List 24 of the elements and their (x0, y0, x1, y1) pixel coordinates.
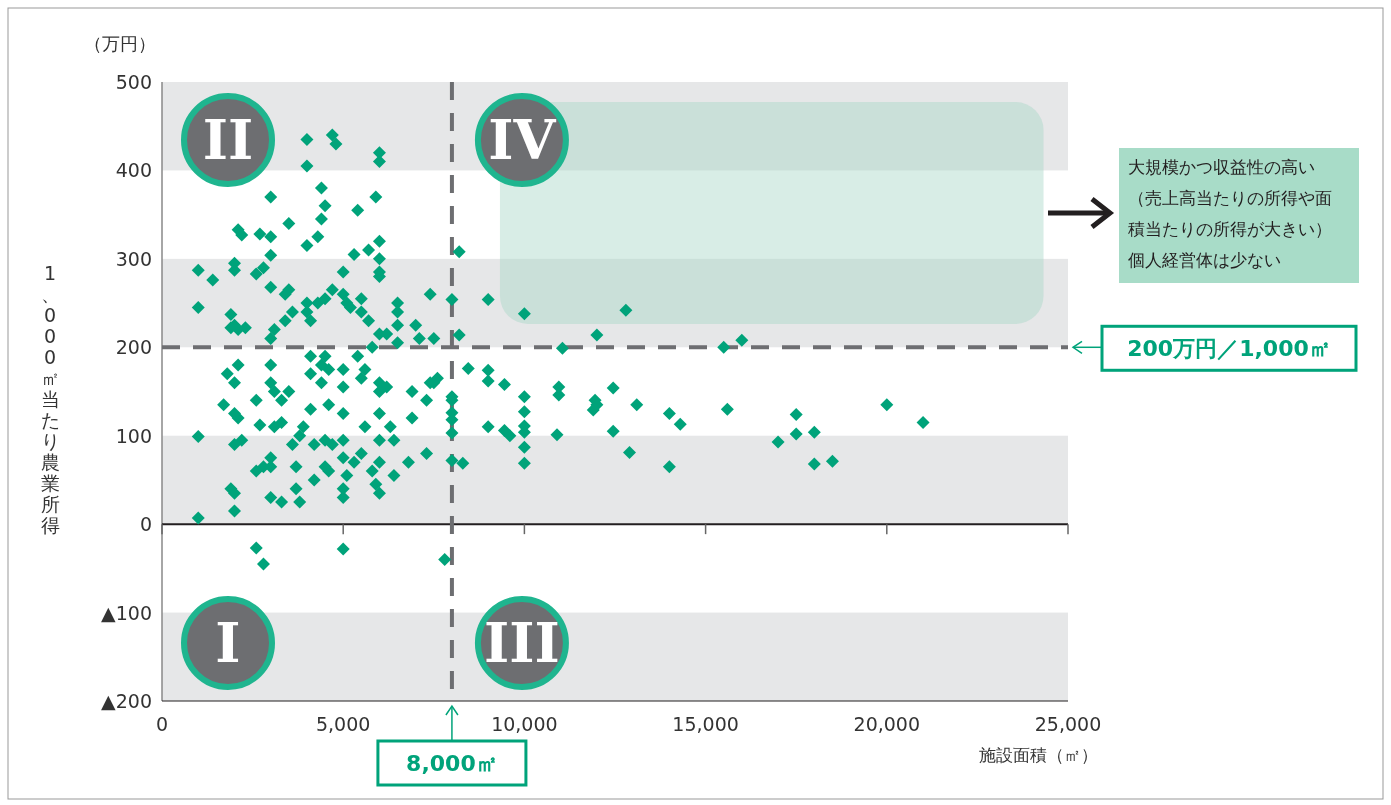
y-tick-label: 300 (115, 247, 152, 270)
x-axis-title: 施設面積（㎡） (979, 745, 1098, 765)
y-tick-label: 500 (115, 71, 152, 93)
annotation: I (215, 611, 241, 675)
text: 大規模かつ収益性の高い（売上高当たりの所得や面積当たりの所得が大きい）個人経営体は少ない (1128, 156, 1333, 272)
y-tick-label: 100 (115, 424, 152, 447)
y-tick-label: 400 (115, 159, 152, 182)
y-tick-label: 0 (139, 513, 152, 536)
x-tick-label: 15,000 (672, 713, 739, 735)
x-tick-label: 10,000 (491, 713, 558, 735)
annotation: IV (488, 108, 557, 172)
y-tick-label: ▲200 (101, 690, 152, 712)
x-tick-label: 20,000 (853, 713, 921, 735)
text: （万円） (84, 33, 156, 54)
annotation: III (484, 611, 560, 675)
x-tick-label: 25,000 (1034, 713, 1102, 735)
y-tick-label: ▲100 (101, 601, 152, 624)
ref-line-label: 200万円／1,000㎡ (1127, 336, 1331, 362)
x-tick-label: 5,000 (316, 713, 371, 735)
y-tick-label: 200 (115, 336, 152, 359)
text: 1、000㎡当たり農業所得 (40, 262, 60, 536)
ref-line-label: 8,000㎡ (406, 751, 498, 776)
x-tick-label: 0 (155, 713, 169, 735)
annotation: II (202, 108, 254, 172)
